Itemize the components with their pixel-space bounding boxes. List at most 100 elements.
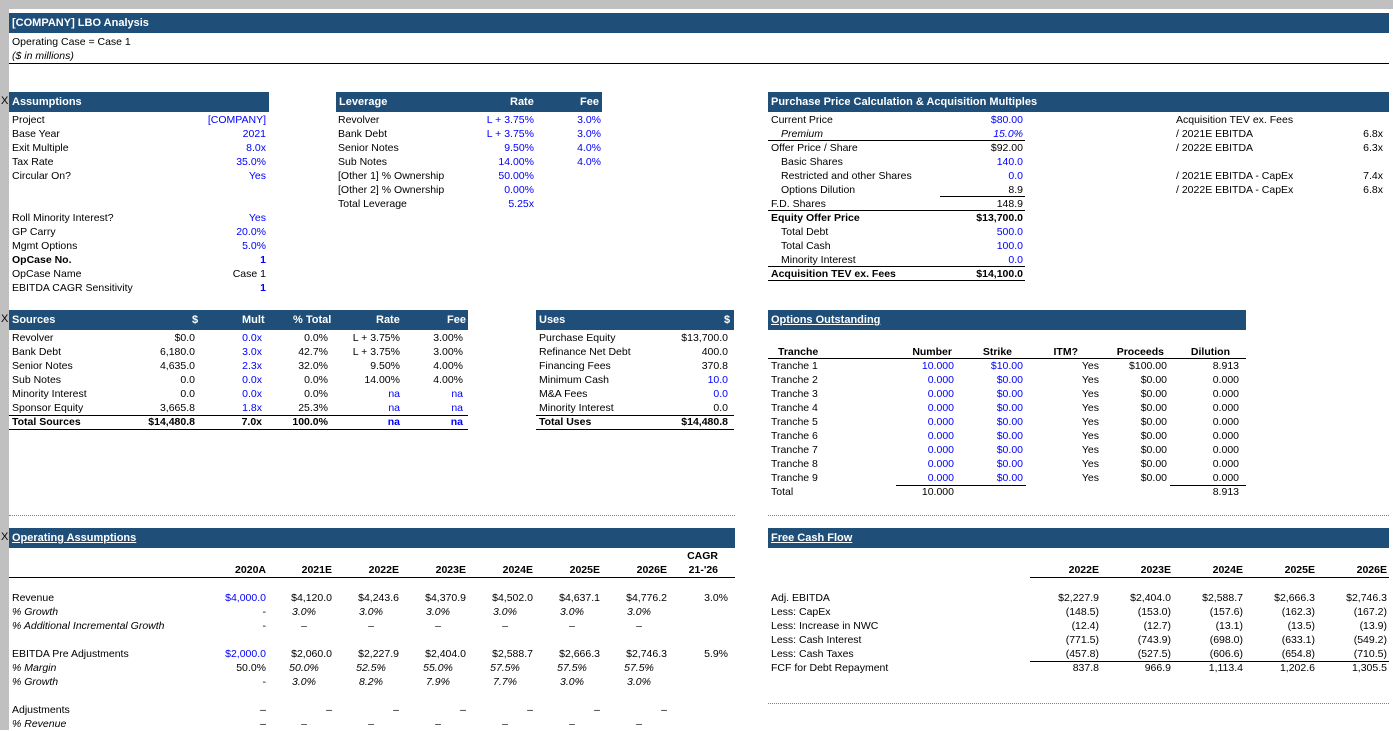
- assumption-value: Yes: [248, 212, 266, 224]
- fcf-value: 1,305.5: [1351, 662, 1387, 674]
- use-label: Financing Fees: [539, 360, 611, 372]
- source-fee: na: [451, 402, 463, 414]
- rule-line: [1030, 661, 1389, 662]
- option-proceeds: $0.00: [1140, 458, 1167, 470]
- option-itm: Yes: [1081, 416, 1099, 428]
- fcf-value: (771.5): [1065, 634, 1099, 646]
- operating-value: 57.5%: [557, 662, 587, 674]
- source-label: Sponsor Equity: [12, 402, 84, 414]
- option-dilution: 0.000: [1212, 374, 1239, 386]
- operating-value: 8.2%: [359, 676, 383, 688]
- option-number: 10.000: [921, 360, 954, 372]
- assumption-value: 35.0%: [236, 156, 266, 168]
- operating-value: $4,120.0: [291, 592, 332, 604]
- operating-label: % Revenue: [12, 718, 67, 730]
- purchase-value: 8.9: [1008, 184, 1023, 196]
- purchase-label: Restricted and other Shares: [781, 170, 912, 182]
- col-header: Number: [912, 346, 952, 358]
- operating-value: –: [502, 620, 508, 632]
- fcf-value: (13.9): [1359, 620, 1387, 632]
- fcf-value: (162.3): [1281, 606, 1315, 618]
- purchase-value: 0.0: [1008, 254, 1023, 266]
- fcf-value: (13.1): [1215, 620, 1243, 632]
- assumption-value: 20.0%: [236, 226, 266, 238]
- operating-label: Adjustments: [12, 704, 70, 716]
- operating-value: $2,000.0: [225, 648, 266, 660]
- col-header: Tranche: [778, 346, 819, 358]
- multiple-label: / 2022E EBITDA: [1176, 142, 1254, 154]
- operating-value: 52.5%: [356, 662, 386, 674]
- option-number: 0.000: [927, 472, 954, 484]
- year-header: 2026E: [636, 564, 667, 576]
- fcf-value: $2,666.3: [1274, 592, 1315, 604]
- option-dilution: 0.000: [1212, 416, 1239, 428]
- free-cash-flow-header: Free Cash Flow: [768, 528, 1389, 548]
- fcf-value: (606.6): [1209, 648, 1243, 660]
- source-label: Sub Notes: [12, 374, 62, 386]
- rule-line: [768, 358, 1246, 359]
- purchase-value: 140.0: [996, 156, 1023, 168]
- operating-value: $2,060.0: [291, 648, 332, 660]
- total-label: Total: [771, 486, 794, 498]
- rule-line: [768, 266, 1025, 267]
- source-amount: 0.0: [180, 374, 195, 386]
- fcf-value: 1,113.4: [1208, 662, 1243, 674]
- source-multiple: 2.3x: [242, 360, 262, 372]
- source-multiple: 0.0x: [242, 388, 262, 400]
- use-label: Minimum Cash: [539, 374, 610, 386]
- option-strike: $0.00: [996, 374, 1023, 386]
- x-mark: X: [1, 313, 9, 325]
- option-proceeds: $0.00: [1140, 402, 1167, 414]
- operating-value: –: [301, 718, 307, 730]
- fcf-value: (698.0): [1209, 634, 1243, 646]
- source-rate: na: [388, 402, 400, 414]
- year-header: 2022E: [368, 564, 399, 576]
- source-rate: na: [387, 416, 400, 428]
- cagr-header: 21-'26: [688, 564, 718, 576]
- multiple-value: 6.8x: [1363, 128, 1383, 140]
- year-header: 2024E: [502, 564, 533, 576]
- operating-value: $4,370.9: [425, 592, 466, 604]
- rule-line: [768, 280, 1025, 281]
- rule-line: [536, 429, 734, 430]
- multiple-label: / 2021E EBITDA - CapEx: [1176, 170, 1294, 182]
- leverage-label: Bank Debt: [338, 128, 388, 140]
- leverage-label: Total Leverage: [338, 198, 407, 210]
- source-fee: 4.00%: [433, 360, 463, 372]
- tranche-label: Tranche 9: [771, 472, 818, 484]
- source-amount: $0.0: [174, 332, 195, 344]
- option-dilution: 0.000: [1212, 388, 1239, 400]
- assumption-label: Circular On?: [12, 170, 71, 182]
- operating-value: -: [262, 620, 267, 632]
- year-header: 2023E: [435, 564, 466, 576]
- x-mark: X: [1, 531, 9, 543]
- purchase-label: Offer Price / Share: [771, 142, 858, 154]
- assumption-label: EBITDA CAGR Sensitivity: [12, 282, 133, 294]
- operating-value: –: [636, 718, 642, 730]
- operating-value: $4,243.6: [358, 592, 399, 604]
- operating-value: –: [460, 704, 466, 716]
- purchase-label: Equity Offer Price: [771, 212, 860, 224]
- option-itm: Yes: [1081, 374, 1099, 386]
- year-header: 2020A: [235, 564, 266, 576]
- option-itm: Yes: [1081, 402, 1099, 414]
- operating-value: 3.0%: [560, 676, 584, 688]
- leverage-fee: 3.0%: [577, 128, 601, 140]
- operating-value: $2,227.9: [358, 648, 399, 660]
- operating-value: –: [569, 620, 575, 632]
- leverage-rate: L + 3.75%: [486, 128, 534, 140]
- option-itm: Yes: [1081, 444, 1099, 456]
- source-rate: L + 3.75%: [352, 332, 400, 344]
- cagr-value: 3.0%: [704, 592, 728, 604]
- fcf-value: (167.2): [1353, 606, 1387, 618]
- tranche-label: Tranche 4: [771, 402, 818, 414]
- operating-label: % Growth: [12, 676, 59, 688]
- rule-line: [896, 485, 1026, 486]
- source-multiple: 7.0x: [241, 416, 262, 428]
- year-header: 2021E: [301, 564, 332, 576]
- use-value: 400.0: [701, 346, 728, 358]
- fcf-value: (710.5): [1353, 648, 1387, 660]
- purchase-value: 100.0: [996, 240, 1023, 252]
- source-label: Total Sources: [12, 416, 81, 428]
- operating-value: $2,746.3: [626, 648, 667, 660]
